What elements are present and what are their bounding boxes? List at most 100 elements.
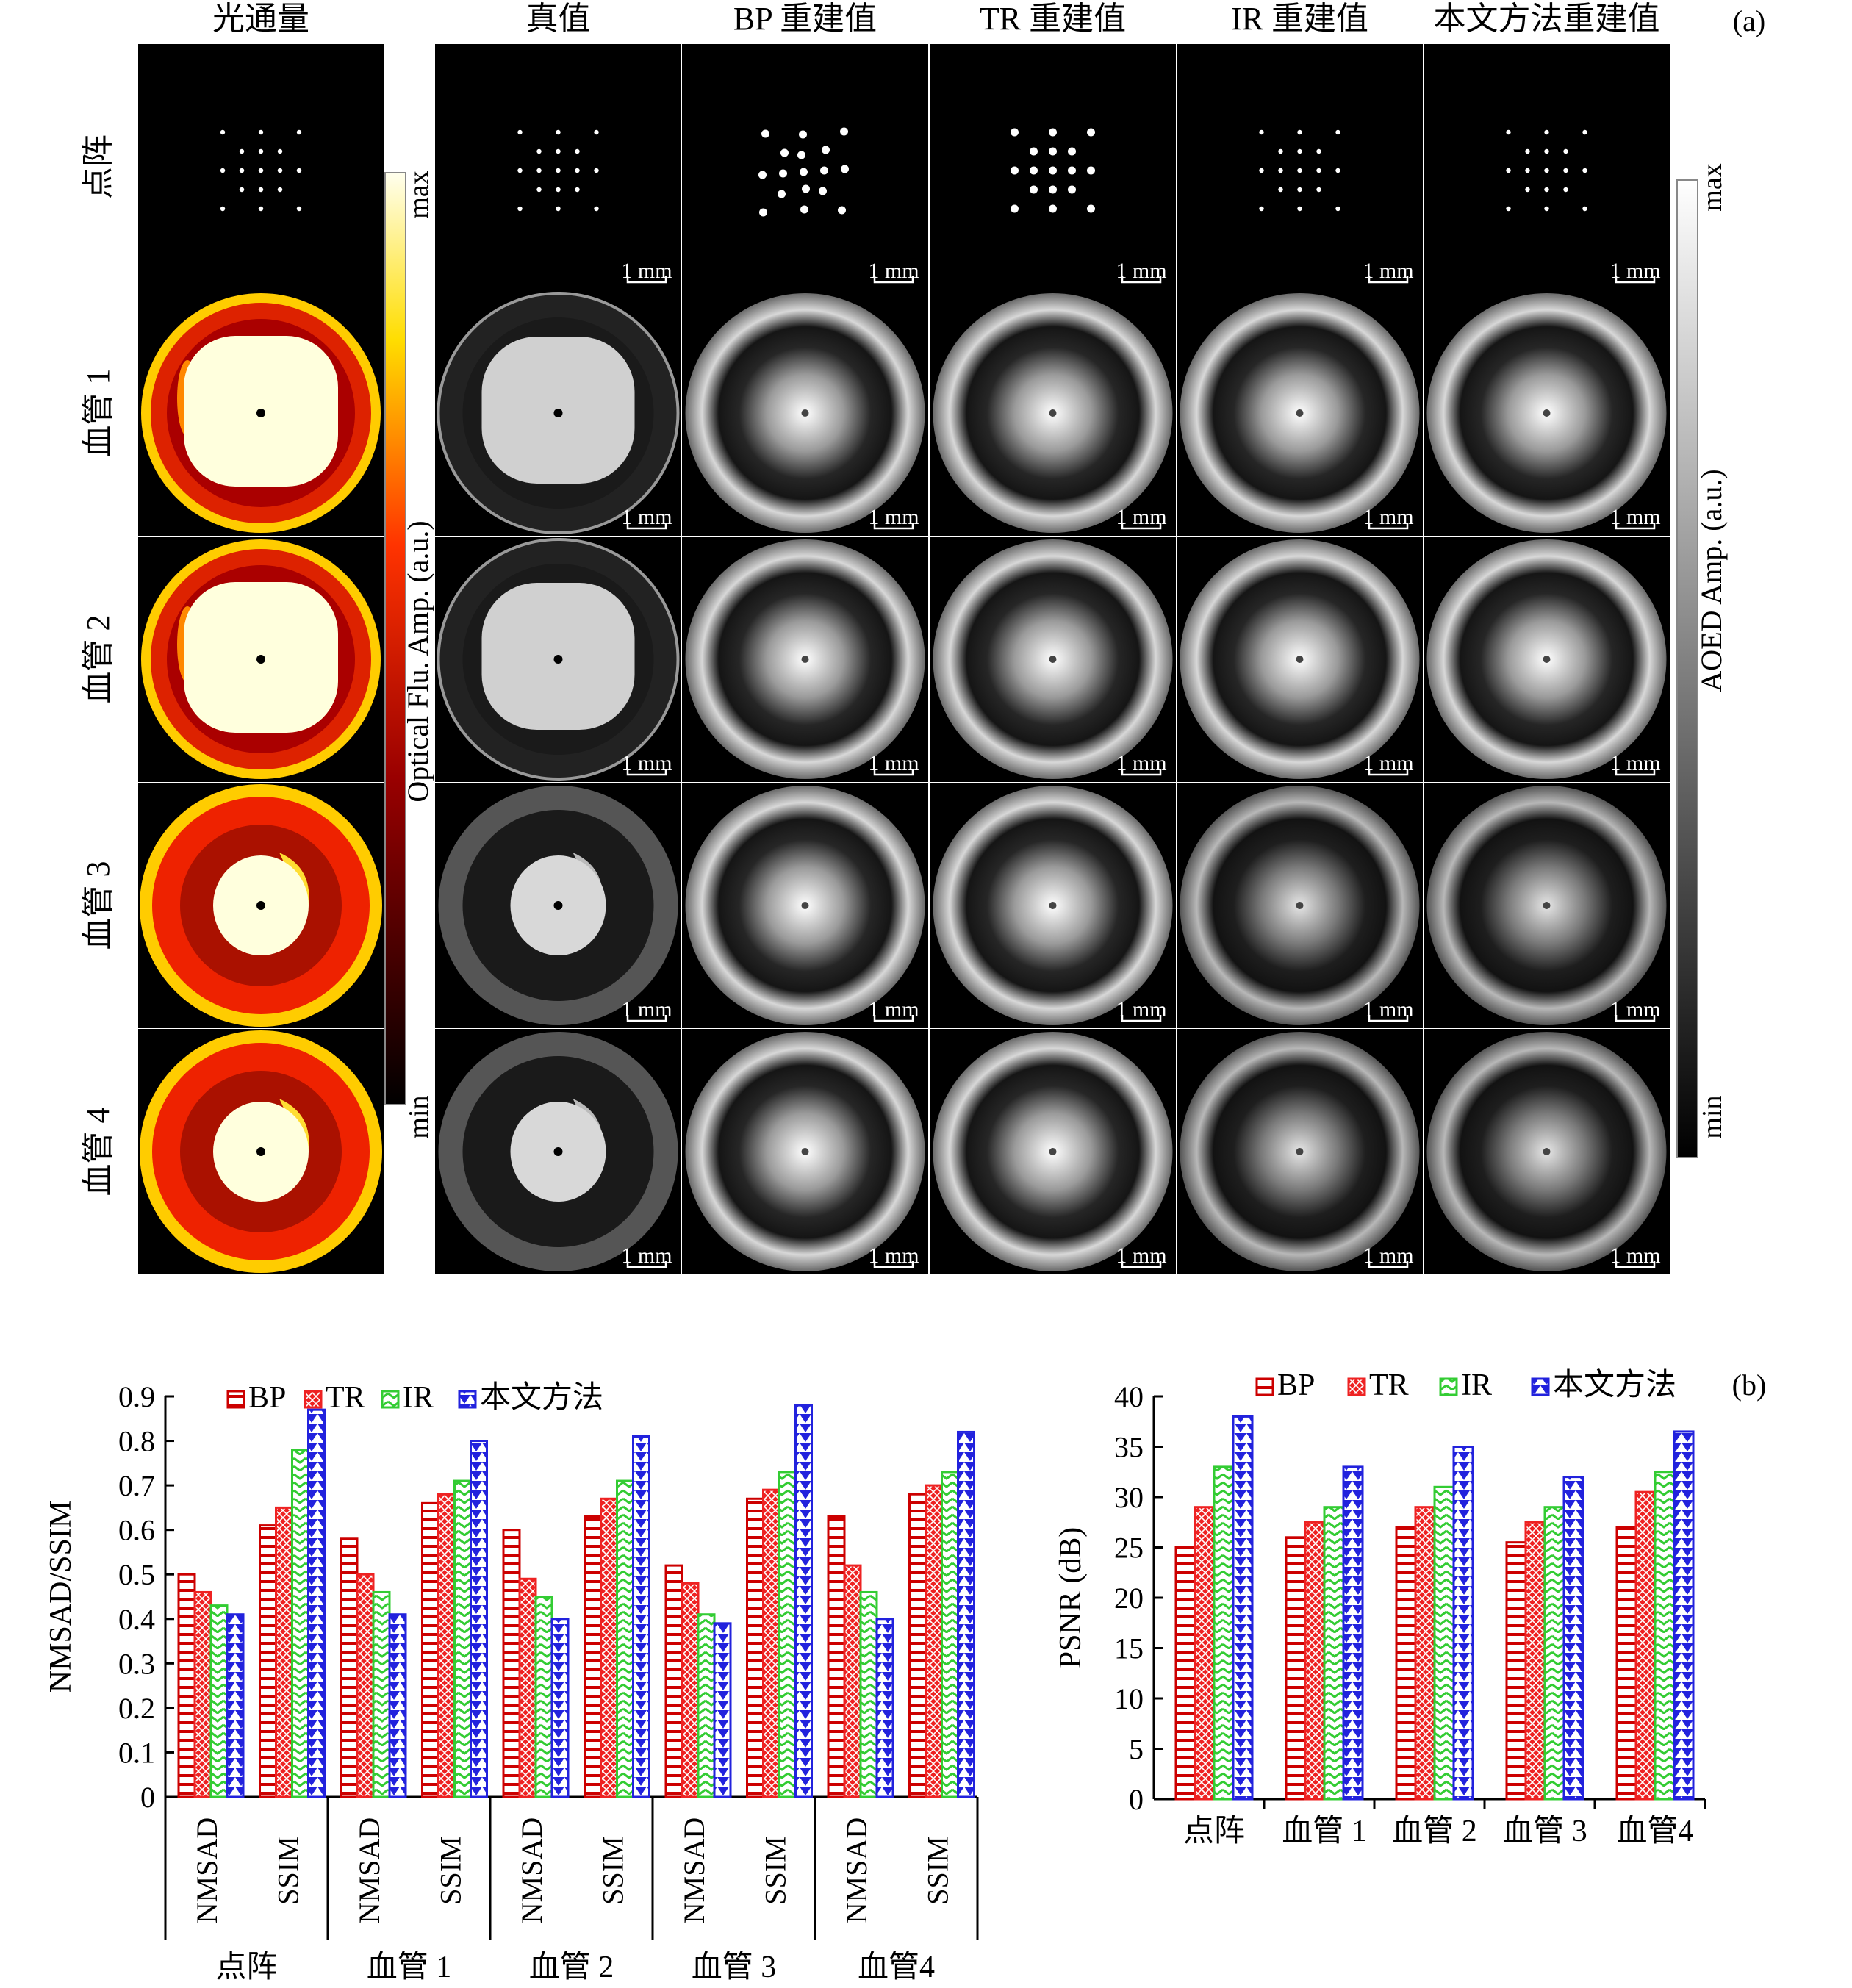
fluence-center-dot bbox=[256, 409, 265, 417]
scale-bar bbox=[1615, 1015, 1656, 1022]
y-tick-label: 5 bbox=[1129, 1733, 1144, 1766]
fluence-center-dot bbox=[256, 901, 265, 910]
lattice-dot bbox=[778, 190, 786, 198]
bar bbox=[307, 1408, 326, 1798]
bar bbox=[908, 1493, 927, 1798]
lattice-dot bbox=[1278, 168, 1283, 173]
bar bbox=[827, 1515, 846, 1798]
lattice-dot bbox=[759, 208, 767, 217]
lattice-dot bbox=[1030, 147, 1038, 156]
scale-bar bbox=[1368, 523, 1409, 530]
lattice-dot bbox=[258, 148, 264, 154]
scale-bar bbox=[626, 1015, 667, 1022]
group-label: 血管 3 bbox=[692, 1951, 777, 1984]
bar bbox=[1342, 1465, 1364, 1801]
legend-swatch bbox=[458, 1390, 477, 1409]
bar bbox=[1654, 1471, 1676, 1801]
y-tick-label: 15 bbox=[1114, 1632, 1144, 1665]
metric-label: SSIM bbox=[434, 1836, 467, 1904]
lattice-dot bbox=[1525, 148, 1530, 154]
lattice-dot bbox=[1030, 166, 1038, 175]
aoed-colorbar-max: max bbox=[1697, 163, 1728, 211]
scale-bar-label: 1 mm bbox=[1363, 997, 1413, 1022]
lattice-dot bbox=[1297, 168, 1302, 173]
bar bbox=[600, 1497, 618, 1798]
bar bbox=[941, 1471, 959, 1798]
lattice-dot bbox=[1316, 148, 1321, 154]
group-label: 点阵 bbox=[215, 1951, 277, 1984]
bar bbox=[957, 1430, 975, 1798]
lattice-dot bbox=[258, 168, 264, 173]
lattice-dot bbox=[1335, 168, 1340, 173]
legend-label: BP bbox=[248, 1381, 286, 1415]
row-label: 点阵 bbox=[80, 134, 116, 199]
bar bbox=[843, 1564, 862, 1798]
x-tick-label: 血管 1 bbox=[1282, 1815, 1367, 1848]
y-tick-label: 0.4 bbox=[118, 1603, 155, 1636]
lattice-dot bbox=[575, 187, 580, 193]
lattice-dot bbox=[838, 206, 846, 215]
lattice-dot bbox=[1544, 168, 1549, 173]
y-axis-label: NMSAD/SSIM bbox=[44, 1501, 78, 1693]
legend-swatch bbox=[1347, 1377, 1366, 1396]
truth-center-dot bbox=[553, 655, 563, 664]
fluence-colorbar-min: min bbox=[403, 1095, 434, 1138]
lattice-dot bbox=[841, 165, 849, 173]
lattice-dot bbox=[1259, 168, 1264, 173]
lattice-dot bbox=[1049, 204, 1057, 213]
legend-swatch bbox=[1531, 1377, 1550, 1396]
lattice-dot bbox=[556, 187, 561, 193]
bar bbox=[1433, 1485, 1455, 1801]
lattice-dot bbox=[536, 187, 542, 193]
bar bbox=[746, 1497, 764, 1798]
x-tick-label: 血管 3 bbox=[1502, 1815, 1587, 1848]
legend-swatch bbox=[381, 1390, 400, 1409]
bar bbox=[437, 1493, 456, 1798]
bar bbox=[453, 1479, 472, 1798]
bar bbox=[1213, 1465, 1235, 1801]
fluence-colorbar-max: max bbox=[403, 171, 434, 218]
panel-b-tag: (b) bbox=[1732, 1368, 1767, 1402]
lattice-dot bbox=[1011, 204, 1019, 213]
scale-bar-label: 1 mm bbox=[868, 751, 919, 775]
scale-bar-label: 1 mm bbox=[1116, 751, 1166, 775]
lattice-dot bbox=[1316, 168, 1321, 173]
y-tick-label: 0 bbox=[1129, 1783, 1144, 1816]
bar bbox=[421, 1501, 439, 1798]
y-tick-label: 0.9 bbox=[118, 1380, 155, 1413]
lattice-dot bbox=[820, 166, 828, 175]
lattice-dot bbox=[517, 206, 523, 212]
scale-bar bbox=[873, 276, 914, 284]
scale-bar bbox=[626, 769, 667, 776]
lattice-dot bbox=[1068, 147, 1076, 156]
bar bbox=[762, 1488, 780, 1798]
y-tick-label: 0.5 bbox=[118, 1558, 155, 1591]
recon-center-dot bbox=[1049, 656, 1057, 663]
recon-center-dot bbox=[1296, 409, 1304, 417]
bar bbox=[1414, 1506, 1436, 1801]
x-tick-label: 血管4 bbox=[1616, 1815, 1693, 1848]
lattice-dot bbox=[780, 148, 789, 157]
scale-bar-label: 1 mm bbox=[1363, 259, 1413, 283]
y-tick-label: 0.2 bbox=[118, 1692, 155, 1725]
bar bbox=[177, 1573, 196, 1798]
bar bbox=[713, 1622, 732, 1798]
lattice-dot bbox=[517, 129, 523, 135]
lattice-dot bbox=[1278, 148, 1283, 154]
bar bbox=[1285, 1536, 1307, 1801]
lattice-dot bbox=[536, 168, 542, 173]
bar bbox=[1323, 1506, 1345, 1801]
lattice-dot bbox=[220, 129, 226, 135]
recon-center-dot bbox=[1543, 1148, 1551, 1155]
bar bbox=[550, 1618, 570, 1798]
legend-label: TR bbox=[1369, 1368, 1409, 1402]
lattice-dot bbox=[1068, 166, 1076, 175]
lattice-dot bbox=[1297, 148, 1302, 154]
x-tick-label: 血管 2 bbox=[1392, 1815, 1477, 1848]
lattice-dot bbox=[1030, 185, 1038, 194]
legend-label: BP bbox=[1277, 1368, 1315, 1402]
lattice-dot bbox=[1525, 187, 1530, 193]
fluence-center-dot bbox=[256, 655, 265, 664]
bar bbox=[859, 1590, 878, 1798]
y-tick-label: 0.3 bbox=[118, 1647, 155, 1680]
